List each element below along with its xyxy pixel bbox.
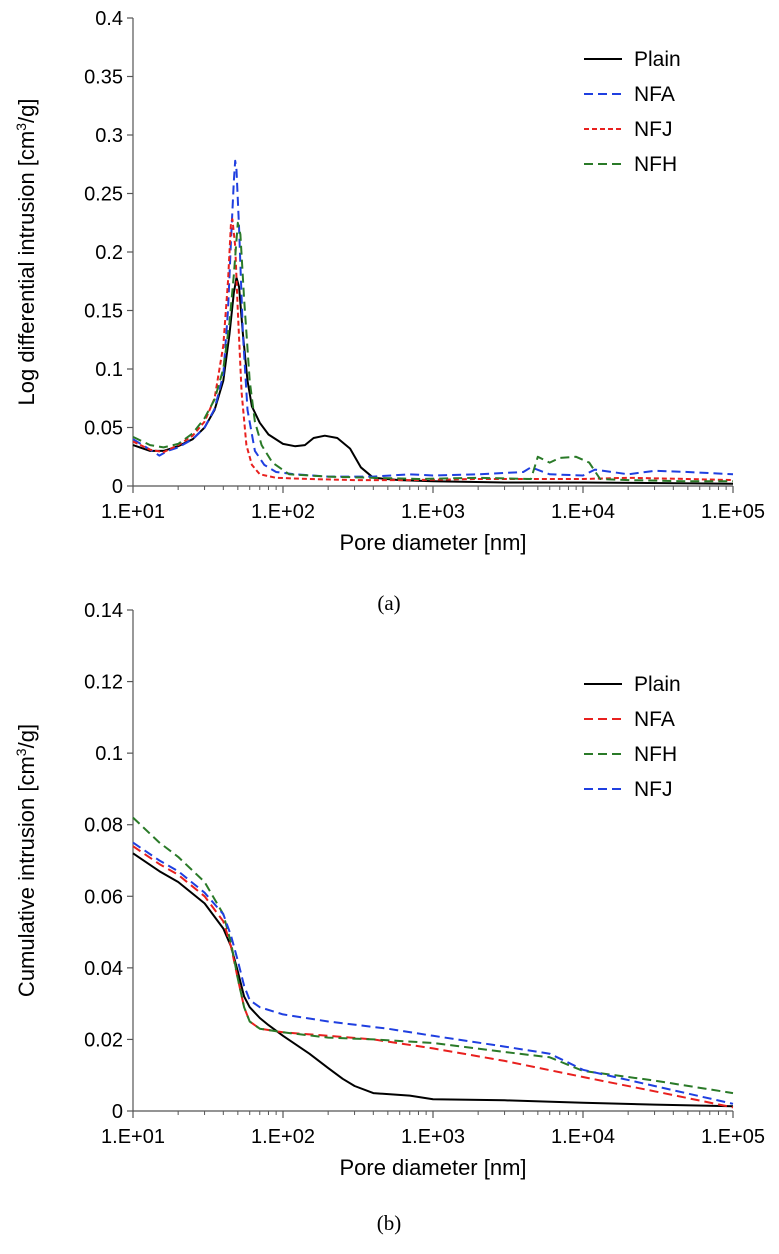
x-tick-label: 1.E+02: [251, 1126, 315, 1148]
series-line-plain: [132, 852, 734, 1108]
legend-label-nfj: NFJ: [634, 778, 673, 801]
chart-log-differential-intrusion: 0 0.05 0.1 0.15 0.2 0.25 0.3 0.35 0.4 1.E+01 1.E+0…: [13, 8, 765, 615]
y-tick-label: 0.08: [84, 815, 123, 837]
legend-label-plain: Plain: [634, 48, 681, 71]
series-line-nfa: [132, 159, 734, 478]
y-tick-label: 0.2: [95, 242, 123, 264]
y-tick-label: 0.12: [84, 672, 123, 694]
y-tick-label: 0.04: [84, 958, 123, 980]
legend-label-nfa: NFA: [634, 708, 675, 731]
y-axis-label: Cumulative intrusion [cm3/g]: [13, 724, 39, 997]
y-tick-label: 0.06: [84, 886, 123, 908]
y-axis-label: Log differential intrusion [cm3/g]: [13, 98, 39, 405]
figure-caption: (a): [377, 591, 400, 615]
y-tick-label: 0.3: [95, 125, 123, 147]
series-line-nfh: [132, 221, 733, 483]
chart-cumulative-intrusion: 0 0.02 0.04 0.06 0.08 0.1 0.12 0.14 1.E+01 1.E+02…: [13, 600, 765, 1235]
y-tick-label: 0.1: [95, 359, 123, 381]
legend-label-nfh: NFH: [634, 153, 677, 176]
x-tick-label: 1.E+02: [251, 501, 315, 523]
y-tick-label: 0.14: [84, 600, 123, 622]
x-tick-label: 1.E+05: [701, 1126, 765, 1148]
y-tick-label: 0.15: [84, 301, 123, 323]
x-tick-label: 1.E+04: [551, 1126, 615, 1148]
series-line-plain: [132, 276, 734, 485]
y-tick-label: 0.25: [84, 184, 123, 206]
y-axis-label-main: Cumulative intrusion [cm: [14, 756, 39, 997]
y-axis-label-main: Log differential intrusion [cm: [14, 131, 39, 406]
y-tick-label: 0: [112, 476, 123, 498]
y-tick-label: 0.05: [84, 418, 123, 440]
x-tick-label: 1.E+03: [401, 1126, 465, 1148]
x-axis-label: Pore diameter [nm]: [339, 1155, 526, 1180]
x-axis-label: Pore diameter [nm]: [339, 530, 526, 555]
y-tick-label: 0.4: [95, 8, 123, 30]
y-axis-label-end: /g]: [14, 98, 39, 122]
y-tick-label: 0.02: [84, 1029, 123, 1051]
y-axis-label-end: /g]: [14, 724, 39, 748]
figure-caption: (b): [377, 1211, 402, 1235]
legend-label-nfh: NFH: [634, 743, 677, 766]
x-tick-label: 1.E+05: [701, 501, 765, 523]
y-tick-label: 0.1: [95, 743, 123, 765]
y-tick-label: 0.35: [84, 67, 123, 89]
series-line-nfj: [132, 218, 734, 482]
legend-label-nfa: NFA: [634, 83, 675, 106]
series-line-nfj: [132, 841, 734, 1105]
legend-label-plain: Plain: [634, 673, 681, 696]
y-axis-label-superscript: 3: [13, 748, 29, 756]
y-tick-label: 0: [112, 1101, 123, 1123]
x-tick-label: 1.E+04: [551, 501, 615, 523]
series-line-nfh: [132, 816, 734, 1095]
series-line-nfa: [132, 845, 734, 1109]
x-tick-label: 1.E+01: [101, 1126, 165, 1148]
x-tick-label: 1.E+01: [101, 501, 165, 523]
legend-label-nfj: NFJ: [634, 118, 673, 141]
y-axis-label-superscript: 3: [13, 123, 29, 131]
x-tick-label: 1.E+03: [401, 501, 465, 523]
